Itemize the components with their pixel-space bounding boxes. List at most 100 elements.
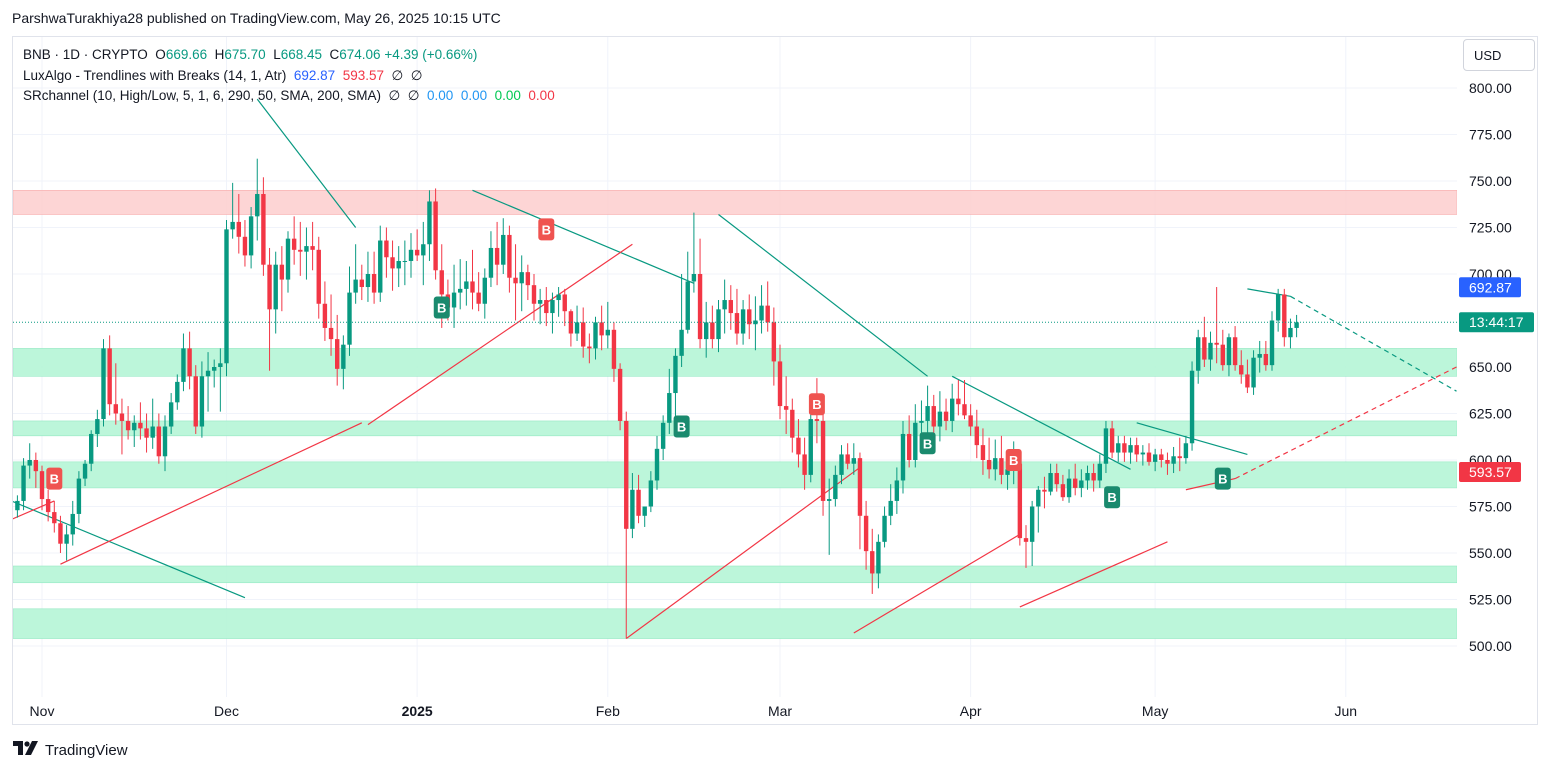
candle-body xyxy=(556,294,561,301)
candle-body xyxy=(1048,473,1053,492)
candle xyxy=(1257,340,1262,373)
candle xyxy=(537,288,543,325)
candle xyxy=(808,407,813,483)
candle xyxy=(1165,452,1170,475)
price-axis-label-text: 593.57 xyxy=(1469,464,1512,480)
candle-body xyxy=(267,264,272,310)
tradingview-brand-label: TradingView xyxy=(45,741,128,759)
candle-body xyxy=(808,419,813,475)
candle-body xyxy=(414,249,420,256)
candle xyxy=(76,471,82,524)
candle-body xyxy=(156,426,162,457)
footer-brand[interactable]: TradingView xyxy=(13,740,128,760)
candle xyxy=(1042,476,1047,509)
candle xyxy=(507,225,512,293)
candle xyxy=(378,225,383,302)
symbol-label[interactable]: BNB · 1D · CRYPTO xyxy=(23,47,148,62)
close-value: 674.06 xyxy=(339,47,381,62)
candle xyxy=(1060,474,1066,501)
candle-body xyxy=(470,281,475,293)
candle-body xyxy=(814,419,820,421)
chart-frame[interactable] xyxy=(12,36,1538,725)
candle xyxy=(1177,437,1182,472)
publisher-info: ParshwaTurakhiya28 published on TradingV… xyxy=(12,10,501,26)
candle xyxy=(1079,469,1084,498)
candle-body xyxy=(1060,484,1066,498)
candle-body xyxy=(685,281,690,330)
candle xyxy=(52,500,57,533)
candle-body xyxy=(1202,337,1207,360)
candle-body xyxy=(15,500,20,511)
candle-body xyxy=(1109,428,1115,453)
candle-body xyxy=(728,300,733,314)
break-tag-label: B xyxy=(1218,472,1227,487)
candle xyxy=(1091,463,1096,492)
candle xyxy=(531,274,537,321)
candle-body xyxy=(722,300,727,310)
candle xyxy=(1275,288,1281,332)
downtrend-line xyxy=(718,214,928,377)
candle-body xyxy=(568,311,574,334)
break-tag-box xyxy=(673,415,690,438)
chart-legend: BNB · 1D · CRYPTO O669.66 H675.70 L668.4… xyxy=(23,45,555,107)
candle-body xyxy=(1122,443,1127,453)
y-axis-tick-label: 625.00 xyxy=(1469,406,1512,422)
candle-body xyxy=(402,260,408,262)
indicator-luxalgo-name: LuxAlgo - Trendlines with Breaks (14, 1,… xyxy=(23,67,287,83)
candle xyxy=(476,272,481,312)
tradingview-logo-icon xyxy=(13,740,39,760)
candle-body xyxy=(162,426,168,457)
candle-body xyxy=(654,448,660,481)
open-value: 669.66 xyxy=(165,47,208,62)
candle-body xyxy=(1245,374,1250,388)
candle xyxy=(255,158,260,241)
candle xyxy=(458,259,463,310)
candle-body xyxy=(974,426,979,446)
candle-body xyxy=(1251,357,1256,388)
candle xyxy=(906,415,912,468)
candle xyxy=(125,406,131,440)
candle xyxy=(175,374,180,410)
candle xyxy=(273,251,278,334)
indicator-srchannel-v4: 0.00 xyxy=(528,88,555,103)
candle xyxy=(384,227,389,278)
candle xyxy=(1208,331,1213,371)
candle-body xyxy=(335,339,340,369)
candle xyxy=(1066,469,1072,503)
candle-body xyxy=(513,277,518,284)
candle-body xyxy=(371,274,377,293)
candle-body xyxy=(310,246,315,250)
candle xyxy=(181,333,186,392)
y-axis-tick-label: 800.00 xyxy=(1469,80,1512,96)
candle xyxy=(396,246,401,288)
candle-body xyxy=(771,322,777,362)
candle xyxy=(519,255,524,312)
candle-body xyxy=(1239,365,1244,375)
candle xyxy=(482,268,487,319)
candle xyxy=(1036,486,1041,533)
candle xyxy=(728,285,733,330)
indicator-luxalgo-row[interactable]: LuxAlgo - Trendlines with Breaks (14, 1,… xyxy=(23,66,555,87)
candle xyxy=(765,281,770,332)
candle xyxy=(876,534,881,589)
candle-body xyxy=(710,322,715,340)
candle xyxy=(156,413,162,464)
candle xyxy=(685,251,690,334)
candle xyxy=(359,264,364,301)
candle-body xyxy=(421,244,426,256)
candle xyxy=(740,300,746,345)
candle-body xyxy=(1054,473,1059,485)
currency-selector[interactable]: USD xyxy=(1463,39,1535,71)
candle-body xyxy=(285,238,291,280)
candle-body xyxy=(1159,454,1164,460)
indicator-srchannel-row[interactable]: SRchannel (10, High/Low, 5, 1, 6, 290, 5… xyxy=(23,86,555,107)
candle xyxy=(962,380,967,420)
break-tag-box xyxy=(1005,449,1022,471)
candle-body xyxy=(242,236,248,256)
candle-body xyxy=(396,260,401,269)
candle-body xyxy=(691,274,697,282)
candle xyxy=(218,348,223,412)
candle-body xyxy=(1220,344,1225,366)
candle xyxy=(1294,314,1299,338)
